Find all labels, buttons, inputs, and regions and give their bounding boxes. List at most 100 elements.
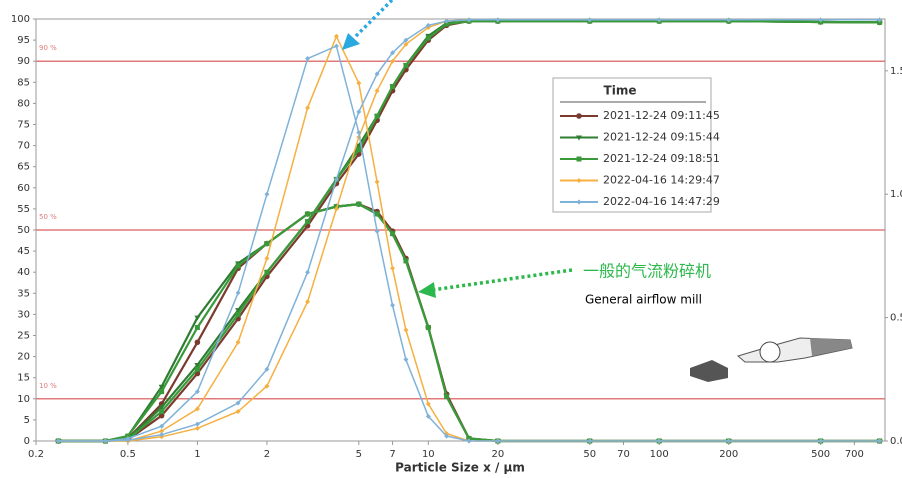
marker	[333, 33, 339, 39]
marker	[125, 436, 131, 442]
cumulative-line	[58, 20, 880, 443]
x-tick-label: 2	[264, 449, 270, 460]
y-tick-label: 25	[17, 331, 30, 342]
y-tick-label: 35	[17, 288, 30, 299]
x-tick-label: 50	[583, 449, 596, 460]
marker	[356, 147, 362, 153]
legend-label: 2021-12-24 09:11:45	[603, 109, 720, 122]
icon-shape	[690, 360, 728, 382]
marker	[374, 113, 380, 119]
marker	[305, 219, 311, 225]
marker	[374, 71, 380, 77]
marker	[403, 62, 409, 68]
y-tick-label: 5	[24, 415, 30, 426]
x-tick-label: 1	[194, 449, 200, 460]
x-tick-label: 70	[617, 449, 630, 460]
marker	[818, 17, 824, 23]
marker	[194, 363, 201, 369]
x-tick-label: 5	[356, 449, 362, 460]
cumulative-line	[58, 20, 880, 443]
y-tick-label: 50	[17, 225, 30, 236]
y-tick-label: 30	[17, 309, 30, 320]
y2-tick-label: 1.0	[890, 189, 902, 200]
density-line	[58, 45, 880, 442]
markers	[55, 17, 883, 444]
density-line	[58, 202, 880, 443]
marker	[726, 17, 732, 23]
x-tick-label: 100	[650, 449, 669, 460]
marker	[333, 176, 339, 182]
marker	[403, 357, 409, 363]
marker	[356, 109, 362, 115]
marker	[305, 105, 311, 111]
marker	[444, 394, 450, 400]
marker	[444, 18, 450, 24]
marker	[877, 438, 883, 444]
legend-box	[552, 77, 712, 213]
icon-shape	[759, 341, 781, 363]
sleeping-figure-icon	[690, 337, 853, 382]
marker	[495, 17, 501, 23]
marker	[425, 324, 431, 330]
marker	[264, 269, 270, 275]
cumulative-line	[58, 20, 880, 443]
reference-label: 90 %	[39, 44, 57, 52]
markers	[55, 19, 883, 444]
marker	[390, 302, 396, 308]
marker	[466, 17, 472, 23]
marker	[356, 80, 362, 86]
marker	[374, 228, 380, 234]
x-tick-label: 200	[719, 449, 738, 460]
marker	[264, 255, 270, 261]
marker	[194, 421, 200, 427]
x-axis-label: Particle Size x / μm	[395, 461, 525, 475]
y-tick-label: 0	[24, 436, 30, 447]
marker	[235, 408, 241, 414]
marker	[576, 178, 582, 183]
y-tick-label: 20	[17, 352, 30, 363]
marker	[356, 201, 362, 207]
arrowhead	[342, 33, 360, 50]
markers	[55, 18, 883, 444]
marker	[374, 211, 380, 217]
annotation: 一般的气流粉碎机	[583, 262, 711, 281]
marker	[403, 37, 409, 43]
marker	[374, 88, 380, 94]
marker	[235, 308, 242, 314]
marker	[425, 35, 431, 41]
marker	[305, 55, 311, 61]
x-tick-label: 0.2	[28, 449, 44, 460]
density-line	[58, 202, 880, 443]
marker	[305, 211, 311, 217]
x-tick-label: 20	[491, 449, 504, 460]
marker	[587, 438, 593, 444]
x-tick-label: 0.5	[120, 449, 136, 460]
marker	[264, 366, 270, 372]
marker	[235, 311, 241, 317]
y-tick-label: 45	[17, 246, 30, 257]
icon-shape	[810, 338, 852, 356]
marker	[159, 389, 165, 395]
marker	[194, 315, 201, 321]
marker	[877, 17, 883, 23]
marker	[403, 258, 409, 264]
reference-label: 10 %	[39, 382, 57, 390]
annotation: General airflow mill	[585, 293, 702, 307]
marker	[390, 231, 396, 237]
markers	[55, 202, 883, 444]
marker	[390, 84, 396, 90]
y-tick-label: 90	[17, 56, 30, 67]
x-tick-label: 7	[389, 449, 395, 460]
legend: Time 2021-12-24 09:11:45 2021-12-24 09:15…	[552, 77, 720, 213]
legend-label: 2022-04-16 14:47:29	[603, 195, 720, 208]
markers	[55, 43, 883, 444]
legend-title: Time	[604, 84, 637, 98]
y-tick-label: 80	[17, 98, 30, 109]
marker	[587, 17, 593, 23]
marker	[403, 327, 409, 333]
marker	[159, 408, 165, 414]
marker	[235, 263, 241, 269]
marker	[158, 412, 165, 419]
marker	[159, 432, 165, 438]
